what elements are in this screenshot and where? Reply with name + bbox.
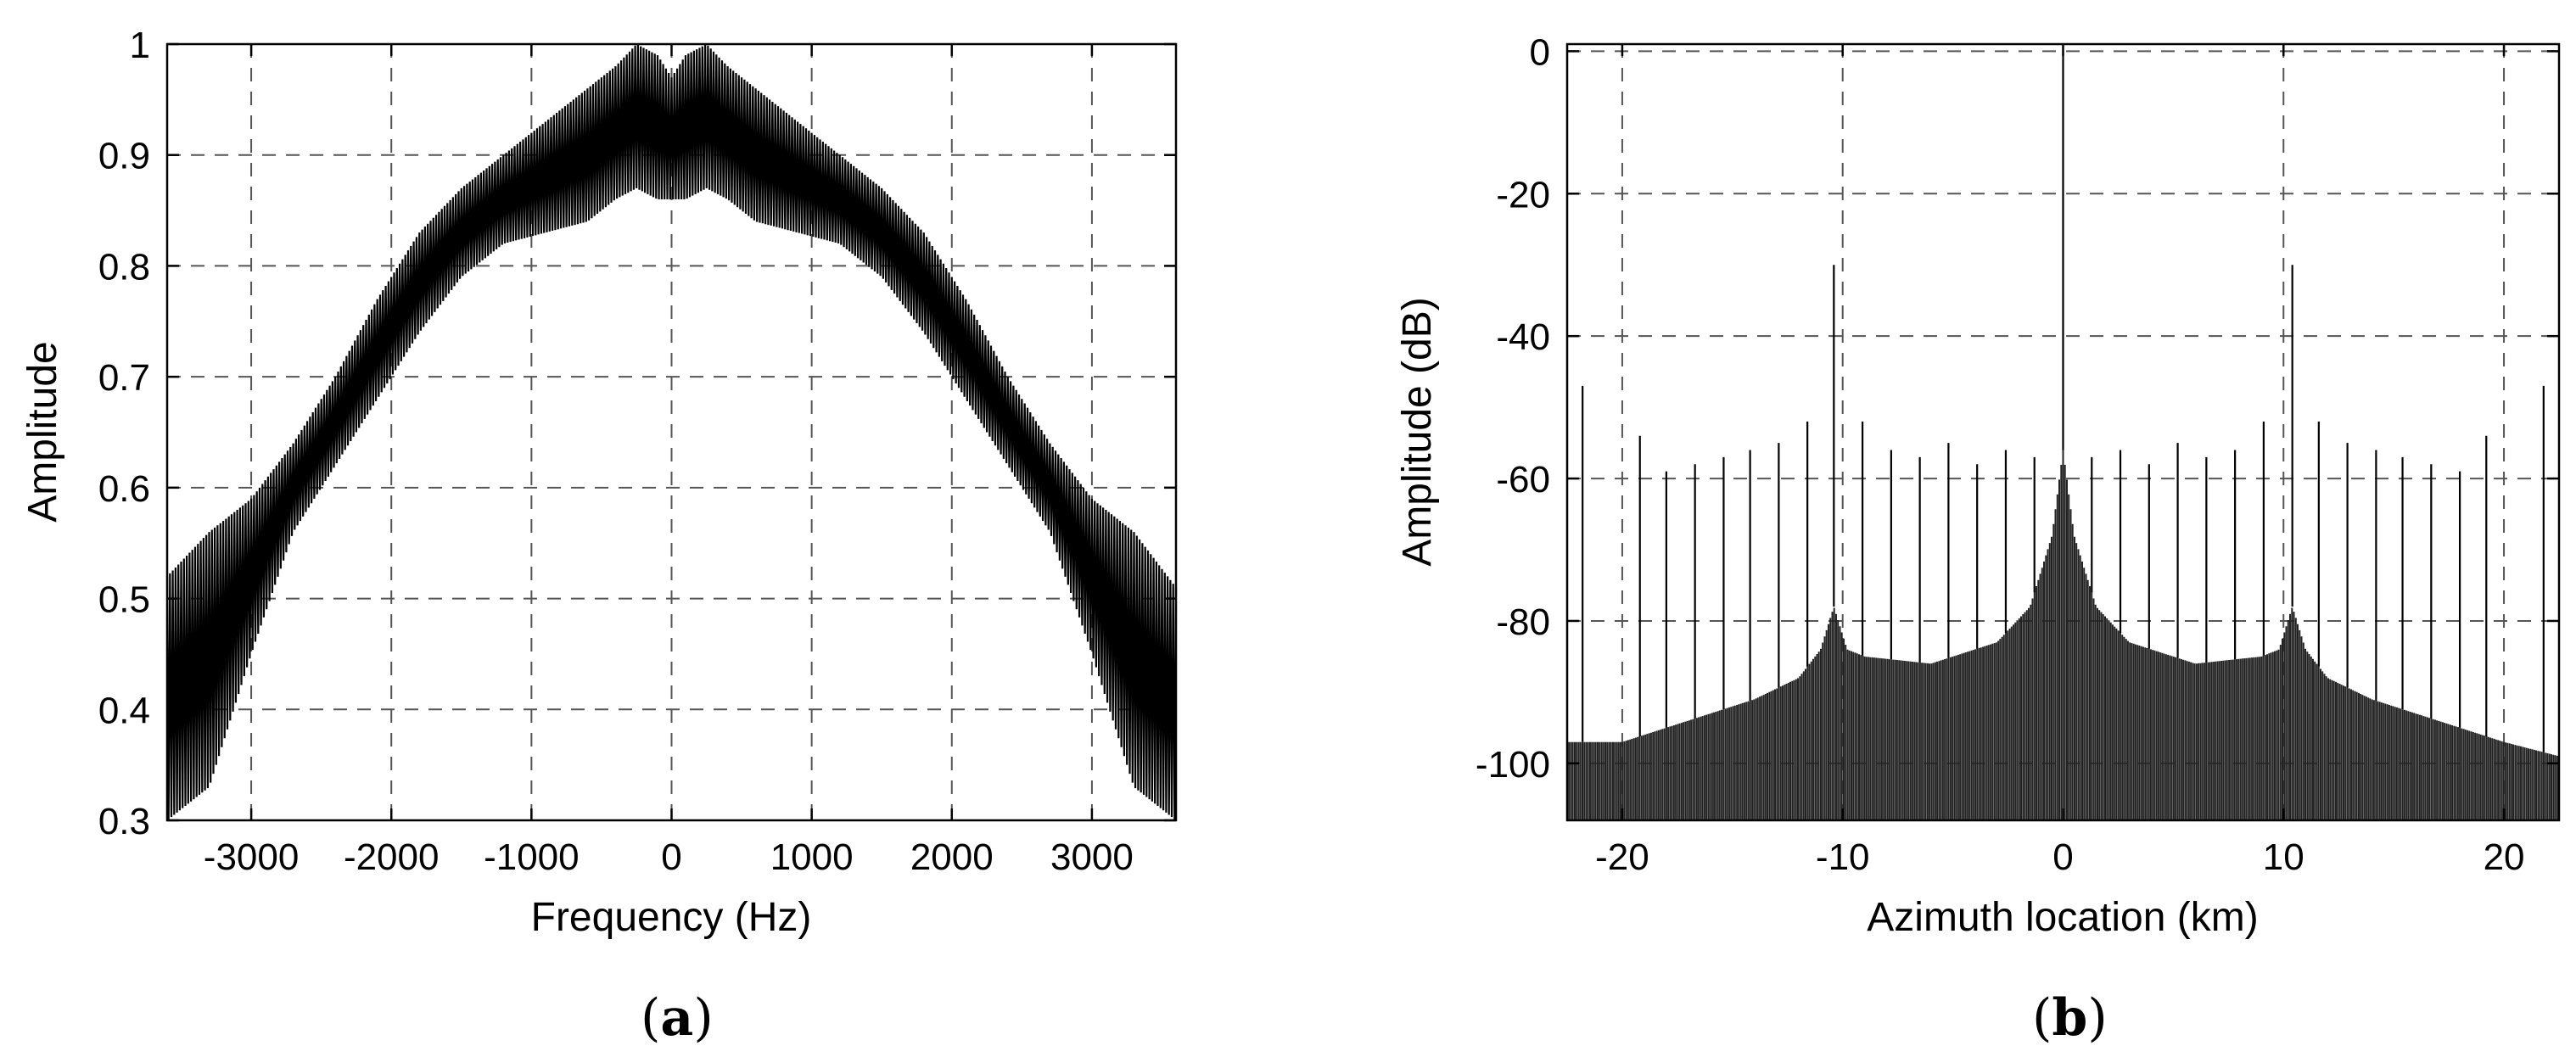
panel-a-ytick-label: 0.4 [98,690,150,731]
panel-b-signal [1566,51,2560,820]
panel-b-ylabel: Amplitude (dB) [1395,297,1440,566]
panel-a-xtick-label: 1000 [770,836,854,878]
panel-a-label-close: ) [693,988,713,1048]
panel-a-xlabel: Frequency (Hz) [531,895,812,940]
panel-b-label-open: ( [2032,988,2052,1048]
panel-a: -3000 -2000 -1000 0 1000 2000 3000 0.3 0.4 0.5 0.6… [20,25,1178,1048]
panel-a-ytick-label: 0.9 [98,136,150,177]
panel-a-ytick-label: 0.8 [98,246,150,288]
panel-b-ticks: -20 -10 0 10 20-100-80-60-40-200 [1476,31,2559,878]
panel-b-xtick-label: 20 [2484,836,2525,878]
panel-b-xtick-label: -20 [1595,836,1649,878]
panel-a-xtick-label: 2000 [910,836,994,878]
panel-a-signal-line [165,44,1178,819]
panel-b-ytick-label: 0 [1530,31,1550,73]
panel-b-label-close: ) [2087,988,2107,1048]
panel-a-xtick-label: 3000 [1050,836,1134,878]
panel-b-label: (b) [2032,988,2108,1048]
panel-a-label-open: ( [641,988,660,1048]
panel-b-ytick-label: -20 [1496,174,1550,215]
panel-a-ytick-label: 0.6 [98,468,150,510]
panel-a-ytick-label: 0.5 [98,579,150,621]
panel-a-ytick-label: 0.7 [98,357,150,399]
panel-b: -20 -10 0 10 20-100-80-60-40-200 Azimuth loc… [1395,31,2561,1048]
panel-a-signal [165,44,1178,819]
panel-b-xlabel: Azimuth location (km) [1867,895,2258,940]
panel-a-ylabel: Amplitude [20,341,65,522]
panel-b-ytick-label: -40 [1496,316,1550,358]
panel-a-xtick-label: -3000 [204,836,300,878]
panel-a-xtick-label: -1000 [484,836,580,878]
panel-b-ytick-label: -100 [1476,744,1550,786]
panel-a-ytick-label: 0.3 [98,801,150,842]
panel-a-xtick-label: 0 [661,836,681,878]
panel-b-xtick-label: -10 [1816,836,1870,878]
panel-b-ytick-label: -60 [1496,459,1550,501]
panel-a-label-letter: a [660,988,693,1048]
panel-b-label-letter: b [2052,988,2087,1048]
panel-a-ytick-label: 1 [130,25,150,66]
panel-b-xtick-label: 0 [2052,836,2073,878]
panel-b-xtick-label: 10 [2263,836,2304,878]
panel-b-ytick-label: -80 [1496,601,1550,643]
panel-b-noise-floor [1566,450,2560,820]
panel-a-ticks: -3000 -2000 -1000 0 1000 2000 3000 0.3 0.4 0.5 0.6… [98,25,1176,878]
panel-a-xtick-label: -2000 [344,836,440,878]
panel-a-label: (a) [641,988,714,1048]
